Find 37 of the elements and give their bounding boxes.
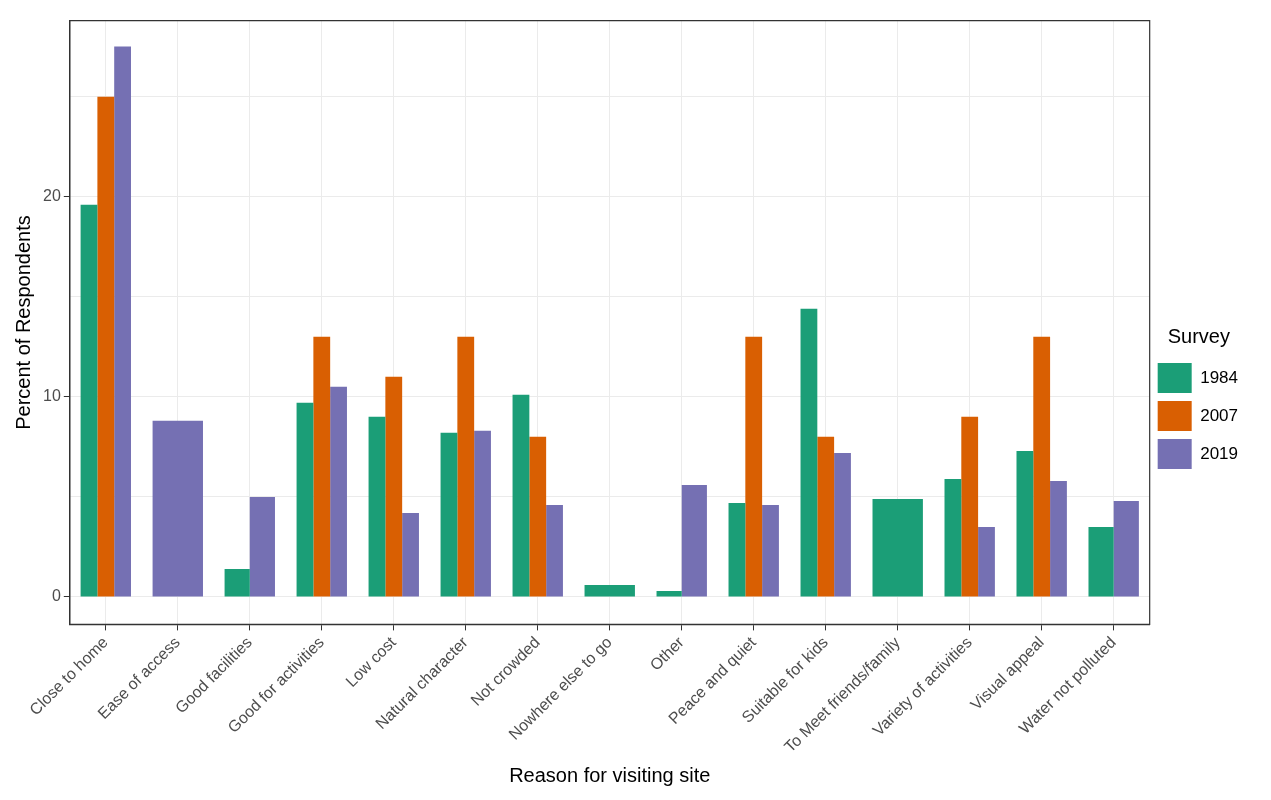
bar <box>313 336 331 597</box>
legend-label: 1984 <box>1200 367 1239 387</box>
bar <box>817 436 835 597</box>
x-axis-title: Reason for visiting site <box>509 763 711 786</box>
bar <box>1016 450 1034 597</box>
legend-label: 2007 <box>1200 405 1239 425</box>
y-tick-label: 20 <box>43 187 61 205</box>
bar <box>440 432 458 597</box>
bar <box>800 308 818 597</box>
legend-title: Survey <box>1167 324 1230 347</box>
bar <box>834 452 851 597</box>
bar <box>80 204 98 597</box>
bar <box>978 526 995 597</box>
bar <box>385 376 403 597</box>
bar <box>1033 336 1051 597</box>
bar <box>728 502 746 597</box>
y-axis-title: Percent of Respondents <box>11 215 34 430</box>
x-tick-label: Low cost <box>342 633 400 691</box>
bar <box>961 416 979 597</box>
bar <box>114 46 131 597</box>
bar <box>296 402 314 597</box>
y-tick-label: 0 <box>51 587 61 605</box>
legend-label: 2019 <box>1200 443 1239 463</box>
bar <box>944 478 962 597</box>
bar <box>330 386 347 597</box>
y-tick-label: 10 <box>43 387 61 405</box>
bar <box>97 96 115 597</box>
bar <box>402 512 419 597</box>
bar <box>546 504 563 597</box>
bar <box>529 436 547 597</box>
bar <box>745 336 763 597</box>
bar <box>457 336 475 597</box>
bar <box>474 430 491 597</box>
bar <box>512 394 530 597</box>
bar <box>762 504 779 597</box>
bar <box>368 416 386 597</box>
bar <box>1050 480 1067 597</box>
